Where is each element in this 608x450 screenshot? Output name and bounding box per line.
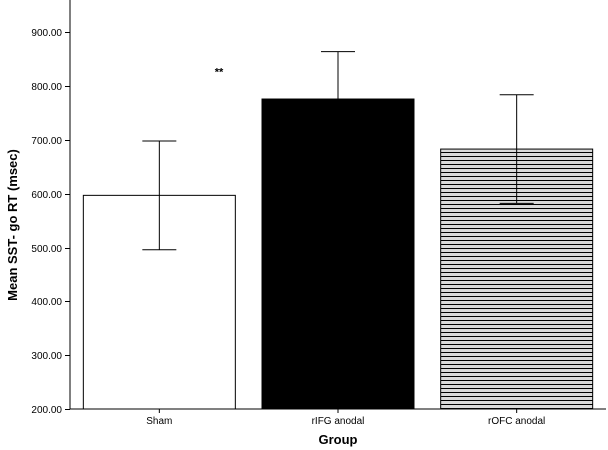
y-tick-label: 400.00 [31, 297, 62, 308]
y-tick-label: 700.00 [31, 136, 62, 147]
x-tick-label: rOFC anodal [488, 416, 545, 427]
x-tick-label: Sham [146, 416, 172, 427]
error-bars [142, 51, 534, 251]
bar-rifg-anodal [261, 98, 415, 410]
y-tick-label: 300.00 [31, 351, 62, 362]
x-axis: Sham rIFG anodal rOFC anodal [70, 408, 606, 427]
y-axis: 200.00 300.00 400.00 500.00 600.00 700.00 800.… [31, 0, 71, 416]
y-tick-label: 800.00 [31, 82, 62, 93]
y-axis-title: Mean SST- go RT (msec) [5, 149, 20, 301]
x-axis-title: Group [319, 432, 358, 447]
y-tick-label: 600.00 [31, 190, 62, 201]
annotations: ** [215, 66, 224, 78]
x-tick-label: rIFG anodal [312, 416, 365, 427]
y-tick-label: 500.00 [31, 244, 62, 255]
significance-annotation: ** [215, 66, 224, 78]
y-tick-label: 200.00 [31, 405, 62, 416]
y-tick-label: 900.00 [31, 28, 62, 39]
